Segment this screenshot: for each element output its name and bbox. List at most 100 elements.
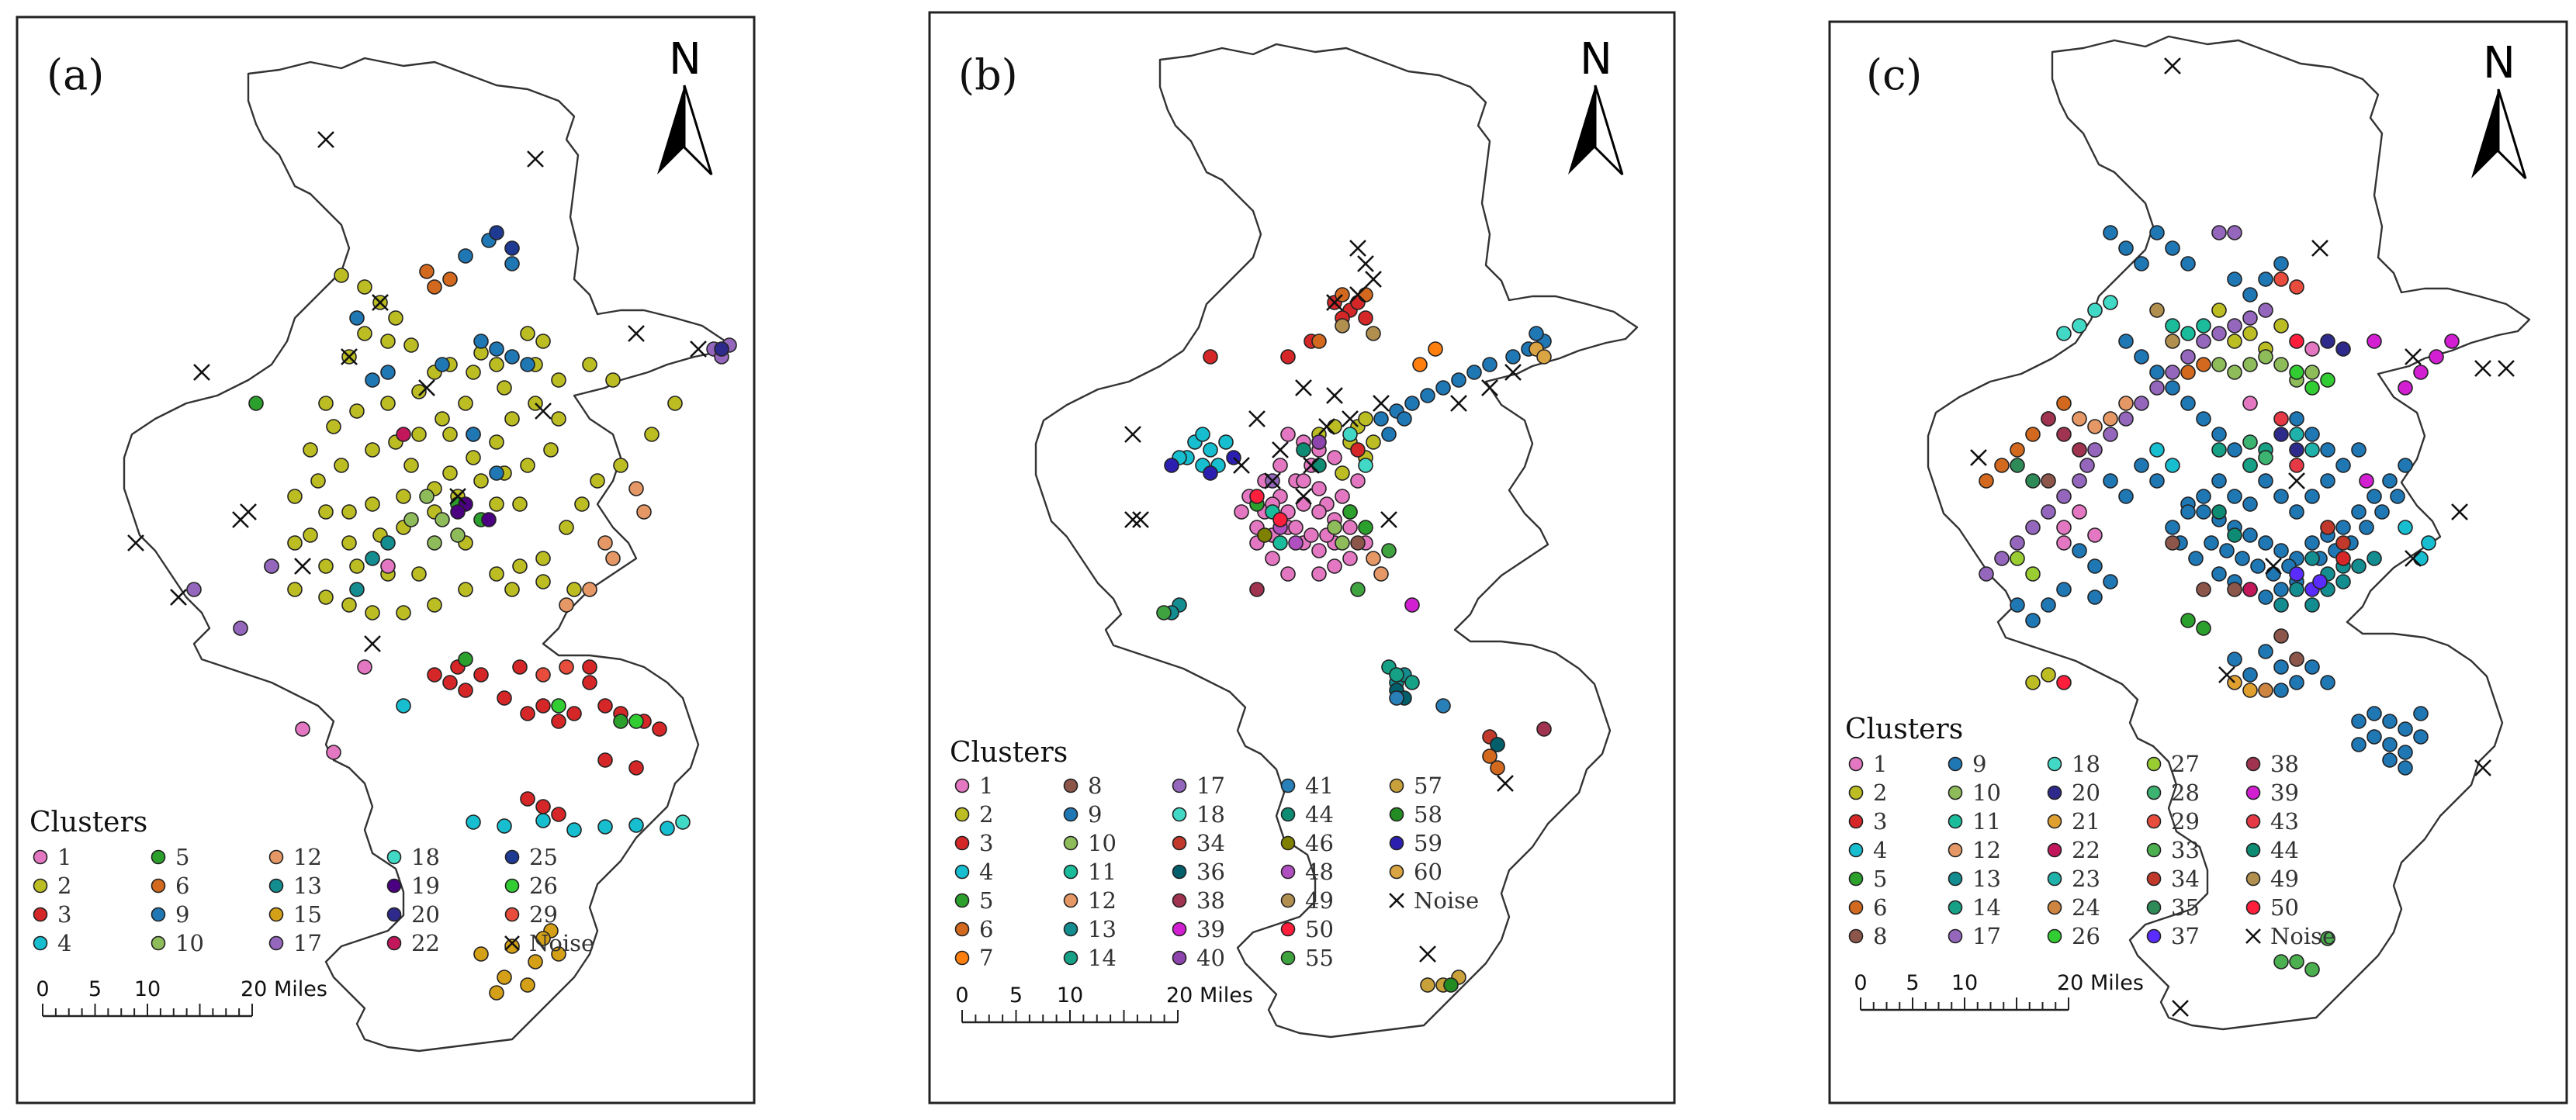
cluster-point-10 [2273, 357, 2289, 372]
legend-swatch [33, 878, 48, 894]
cluster-point-11 [2196, 318, 2211, 334]
legend-label: 21 [2072, 808, 2100, 835]
cluster-point-6 [1311, 334, 1327, 349]
cluster-point-9 [2227, 442, 2242, 458]
legend-item: 58 [1389, 801, 1442, 828]
north-arrow-icon [2497, 88, 2527, 180]
legend-label: 35 [2171, 894, 2200, 921]
legend-swatch [2146, 900, 2162, 915]
cluster-point-2 [318, 558, 334, 574]
legend-item: 9 [151, 901, 189, 928]
cluster-point-9 [1482, 357, 1497, 372]
legend-label: 50 [2270, 894, 2299, 921]
cluster-point-7 [1428, 341, 1443, 357]
legend-label: 1 [1873, 751, 1887, 777]
cluster-point-1 [380, 558, 396, 574]
legend-label: 29 [529, 901, 558, 928]
legend-label: 12 [1972, 837, 2001, 863]
legend-swatch [954, 893, 970, 908]
cluster-point-15 [473, 946, 489, 962]
cluster-point-9 [2258, 473, 2273, 489]
cluster-point-13 [2335, 574, 2351, 589]
noise-point [127, 534, 144, 551]
cluster-point-39 [2444, 334, 2460, 349]
cluster-point-1 [2304, 341, 2320, 357]
legend-label: 33 [2171, 837, 2200, 863]
cluster-point-17 [1994, 551, 2010, 566]
cluster-point-2 [411, 384, 427, 399]
cluster-point-9 [2196, 504, 2211, 520]
cluster-point-2 [365, 442, 380, 458]
cluster-point-20 [714, 341, 729, 357]
cluster-point-9 [2398, 721, 2413, 737]
legend-label: 49 [2270, 866, 2299, 892]
cluster-point-9 [2398, 760, 2413, 776]
cluster-point-4 [466, 814, 481, 830]
cluster-point-6 [2010, 442, 2025, 458]
cluster-point-50 [2056, 675, 2072, 690]
cluster-point-50 [2289, 334, 2304, 349]
cluster-point-14 [1404, 675, 1420, 690]
noise-point [2218, 666, 2235, 683]
cluster-point-9 [2103, 473, 2118, 489]
legend-label: 4 [1873, 837, 1887, 863]
cluster-point-23 [2304, 442, 2320, 458]
cluster-point-9 [2351, 504, 2367, 520]
legend-item: 57 [1389, 773, 1442, 799]
cluster-point-18 [2103, 295, 2118, 310]
noise-point [341, 348, 358, 365]
legend-swatch [1172, 864, 1187, 880]
legend-swatch [1172, 778, 1187, 793]
cluster-point-2 [388, 310, 403, 326]
legend-item: 17 [1172, 773, 1225, 799]
cluster-point-9 [380, 365, 396, 380]
cluster-point-9 [435, 357, 450, 372]
cluster-point-2 [318, 589, 334, 605]
legend-item: 18 [386, 844, 440, 870]
cluster-point-9 [2320, 442, 2335, 458]
cluster-point-17 [2056, 489, 2072, 504]
cluster-point-1 [295, 721, 310, 737]
cluster-point-9 [2367, 729, 2382, 745]
legend-item: 9 [1948, 751, 1986, 777]
cluster-point-4 [1203, 442, 1218, 458]
cluster-point-1 [2087, 527, 2103, 543]
noise-point [170, 589, 187, 606]
cluster-point-1 [1272, 458, 1288, 473]
noise-symbol-icon [2245, 928, 2261, 944]
cluster-point-5 [2196, 620, 2211, 636]
cluster-point-2 [458, 396, 473, 411]
cluster-point-50 [1249, 489, 1265, 504]
cluster-point-12 [628, 481, 644, 496]
legend-label: 3 [979, 830, 993, 856]
scale-bar-a: 0 5 10 20 Miles [36, 977, 327, 1018]
cluster-point-1 [1311, 543, 1327, 558]
legend-swatch [1280, 807, 1296, 822]
cluster-point-4 [535, 813, 551, 828]
cluster-point-9 [2398, 458, 2413, 473]
cluster-point-48 [1288, 535, 1304, 551]
legend-label: 43 [2270, 808, 2299, 835]
cluster-point-2 [2273, 318, 2289, 334]
cluster-point-8 [2227, 582, 2242, 597]
legend-label: 38 [1196, 887, 1225, 914]
legend-label: 11 [1088, 859, 1117, 885]
cluster-point-9 [2242, 287, 2258, 302]
cluster-point-9 [2359, 520, 2374, 535]
legend-label: 57 [1414, 773, 1442, 799]
noise-point [1504, 364, 1522, 381]
cluster-point-9 [2211, 566, 2227, 582]
cluster-point-9 [2041, 597, 2056, 613]
legend-swatch [1389, 778, 1404, 793]
noise-point [535, 403, 552, 420]
cluster-point-6 [1482, 748, 1497, 764]
cluster-point-1 [2056, 520, 2072, 535]
legend-item: Noise [2245, 923, 2335, 949]
cluster-points-a [127, 131, 737, 1001]
cluster-point-39 [2398, 380, 2413, 396]
cluster-point-9 [504, 349, 520, 365]
noise-point [2474, 759, 2491, 776]
cluster-point-11 [2165, 318, 2180, 334]
cluster-point-9 [2103, 574, 2118, 589]
